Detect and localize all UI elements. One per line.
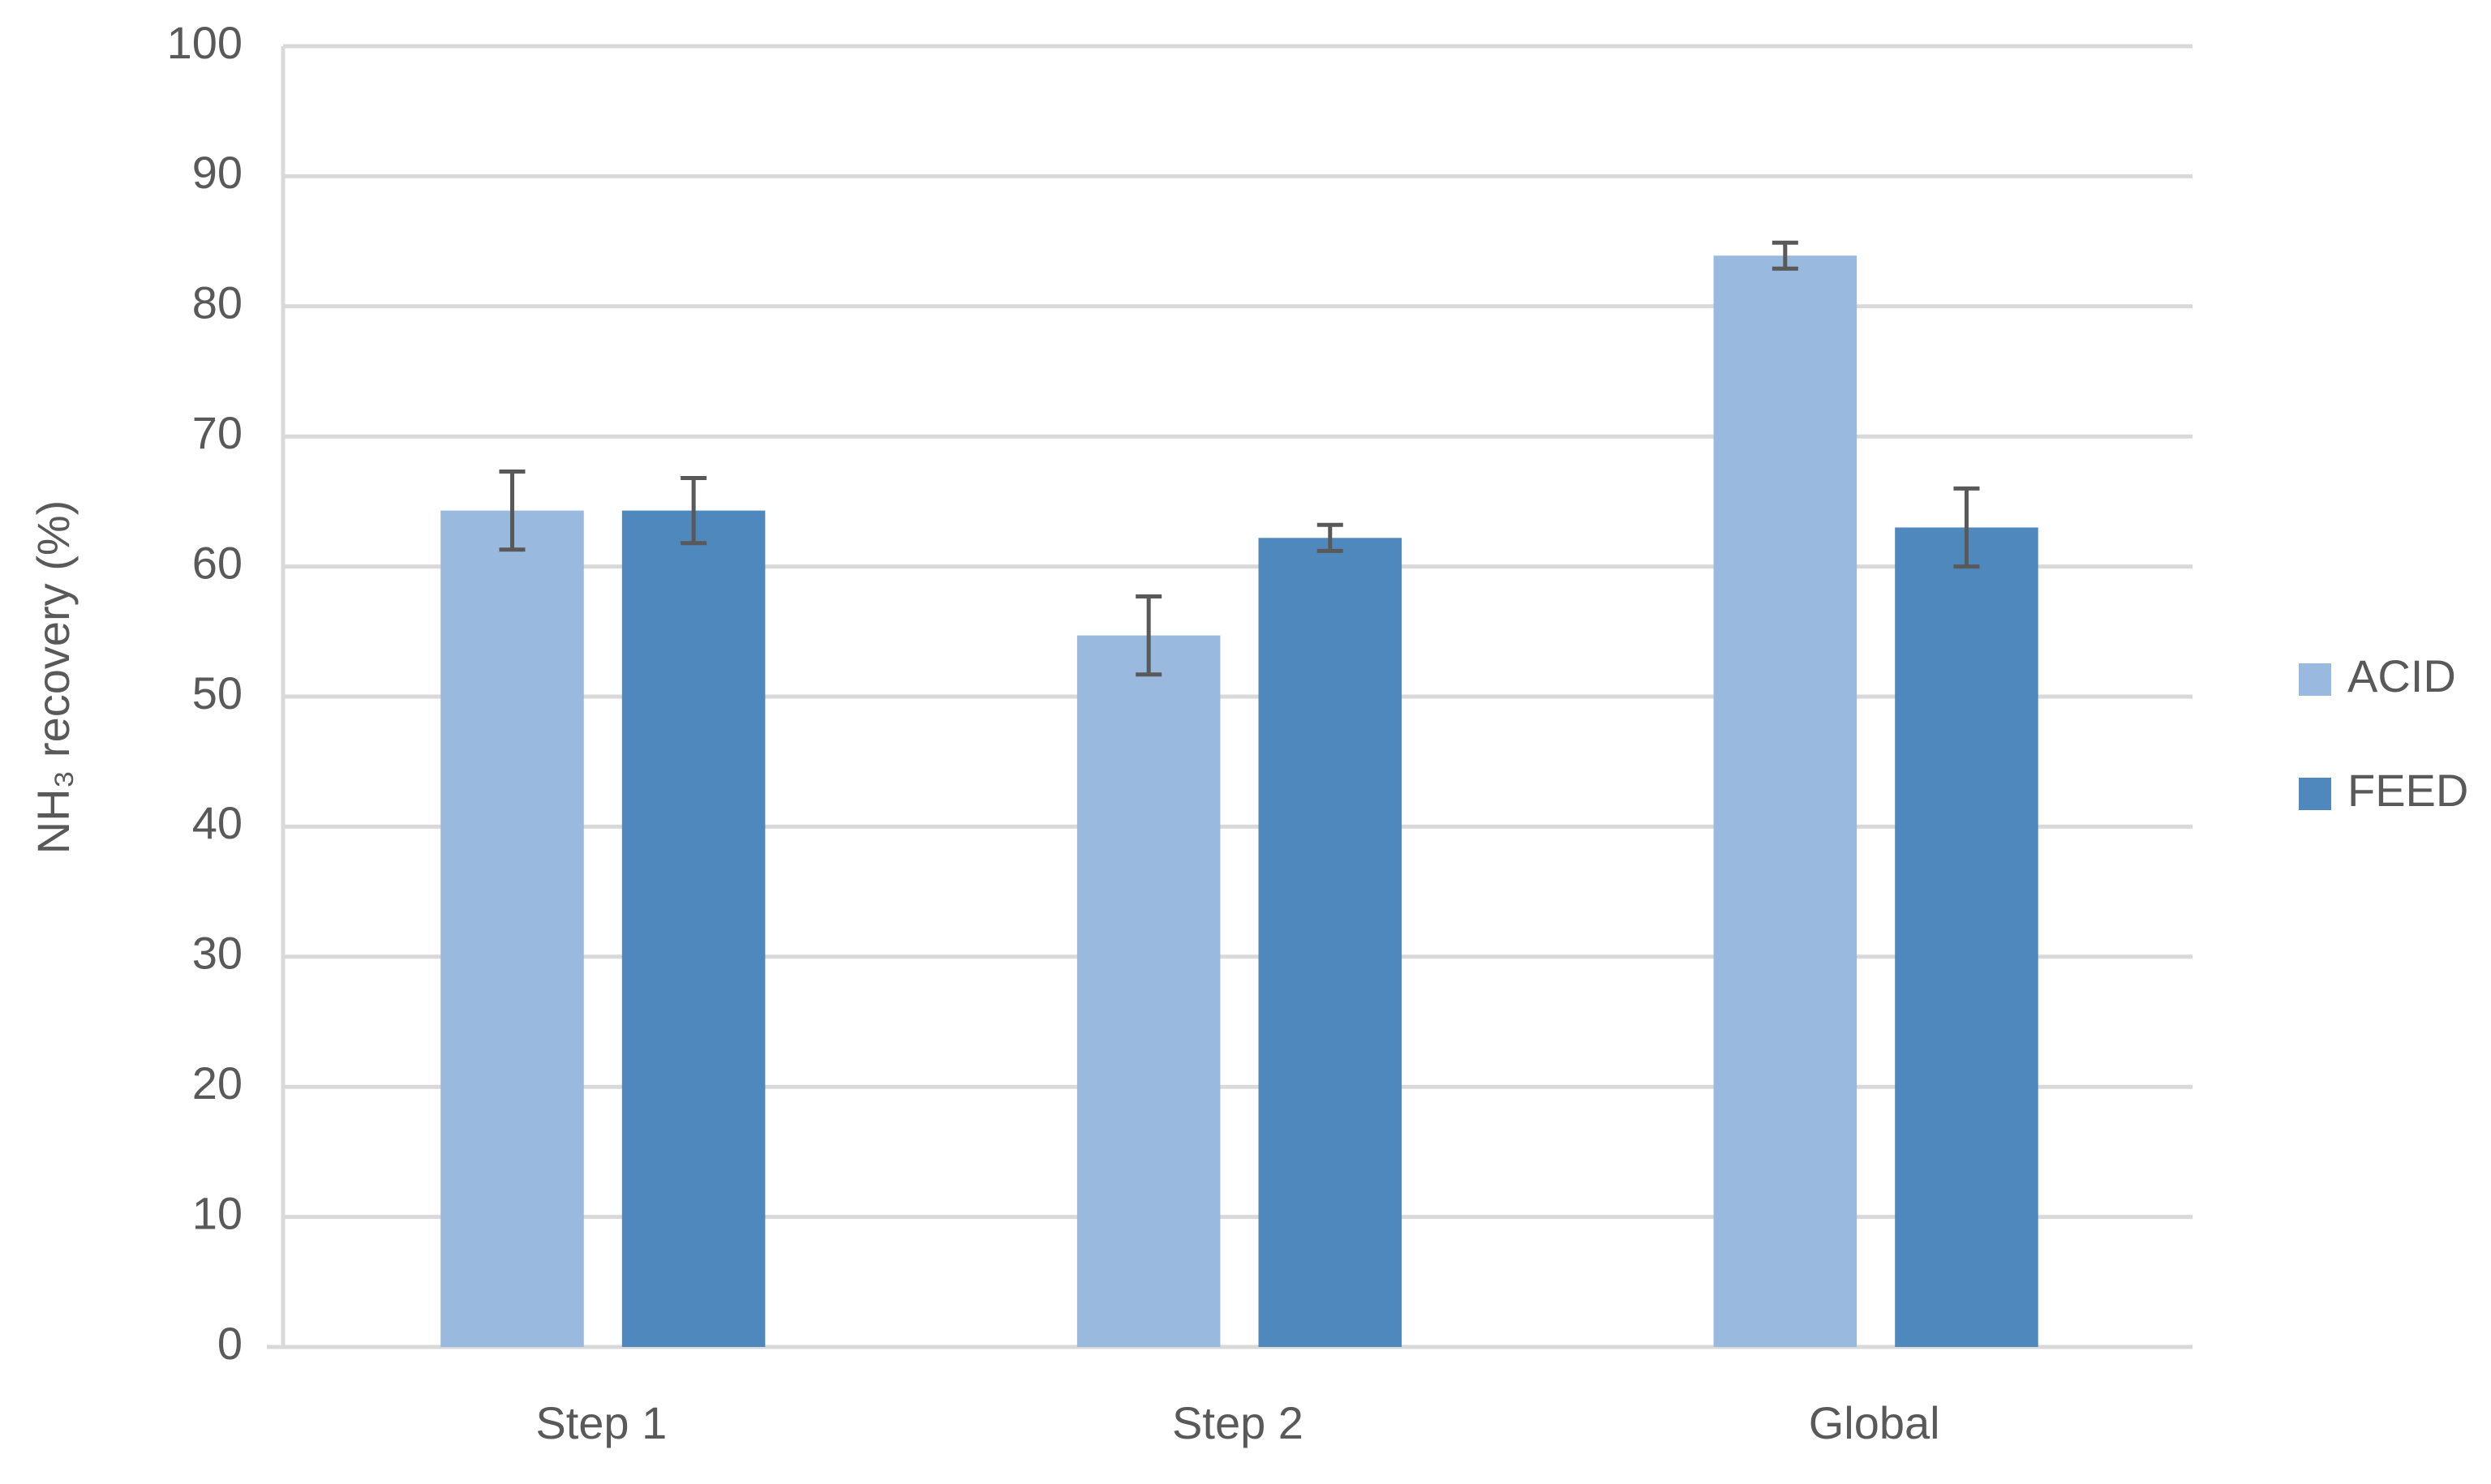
y-tick-label: 0: [217, 1318, 243, 1369]
error-bar: [499, 470, 526, 552]
bar: [1895, 527, 2038, 1347]
bar: [1258, 538, 1402, 1347]
y-tick-label: 20: [192, 1057, 243, 1109]
y-tick-label: 100: [167, 17, 243, 68]
bar: [1713, 255, 1858, 1347]
bar: [440, 510, 584, 1348]
legend-swatch: [2299, 663, 2331, 696]
y-tick-label: 10: [192, 1187, 243, 1238]
legend-label: FEED: [2347, 765, 2468, 816]
y-tick-label: 90: [192, 147, 243, 198]
y-tick-label: 40: [192, 797, 243, 848]
legend-swatch: [2299, 778, 2331, 810]
x-tick-label: Step 1: [535, 1397, 667, 1448]
y-tick-label: 70: [192, 407, 243, 458]
y-tick-label: 60: [192, 537, 243, 588]
y-tick-label: 30: [192, 928, 243, 979]
x-tick-label: Global: [1809, 1397, 1940, 1448]
bar: [1076, 635, 1221, 1347]
error-bar: [1953, 486, 1980, 569]
error-bar: [681, 476, 707, 546]
error-bar: [1316, 522, 1343, 553]
x-tick-label: Step 2: [1172, 1397, 1303, 1448]
y-tick-label: 80: [192, 277, 243, 328]
error-bar: [1136, 594, 1162, 677]
y-axis-label: NH₃ recovery (%): [28, 500, 79, 855]
bar: [621, 510, 766, 1348]
legend-label: ACID: [2347, 650, 2456, 701]
error-bar: [1772, 240, 1798, 271]
y-tick-label: 50: [192, 667, 243, 718]
